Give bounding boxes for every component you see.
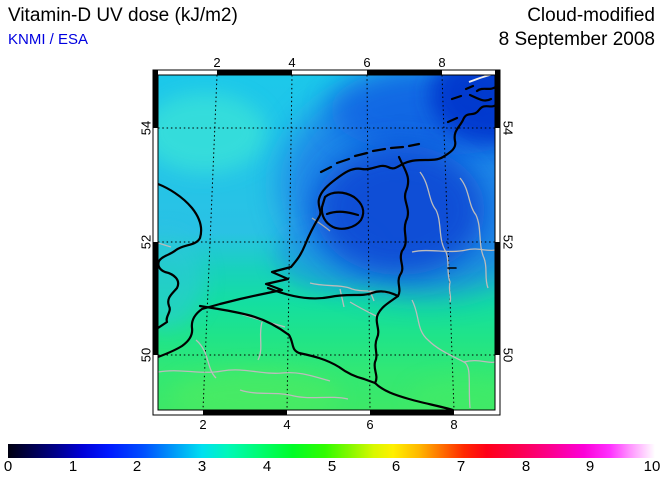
colorbar-label-7: 7 — [456, 458, 466, 475]
lat-label-left-50: 50 — [138, 347, 154, 363]
colorbar-label-10: 10 — [643, 458, 661, 475]
colorbar-label-3: 3 — [197, 458, 207, 475]
colorbar-label-2: 2 — [132, 458, 142, 475]
page-title: Vitamin-D UV dose (kJ/m2) — [8, 5, 238, 26]
lon-label-top-8: 8 — [438, 55, 446, 70]
header-right: Cloud-modified 8 September 2008 — [499, 4, 655, 52]
lat-label-left-52: 52 — [138, 234, 154, 250]
lon-label-bottom-6: 6 — [366, 417, 374, 432]
colorbar-label-1: 1 — [68, 458, 78, 475]
german-bight-coast — [468, 86, 495, 102]
lon-label-bottom-4: 4 — [283, 417, 291, 432]
coastlines — [158, 84, 495, 410]
country-borders-gray — [158, 171, 495, 409]
lon-label-top-4: 4 — [288, 55, 296, 70]
lon-label-bottom-8: 8 — [450, 417, 458, 432]
colorbar-gradient — [8, 444, 655, 458]
lat-label-right-50: 50 — [500, 347, 516, 363]
colorbar-label-6: 6 — [391, 458, 401, 475]
colorbar-label-0: 0 — [3, 458, 13, 475]
lon-label-top-6: 6 — [363, 55, 371, 70]
colorbar-label-9: 9 — [585, 458, 595, 475]
border-nl-de — [373, 155, 455, 410]
wadden-islands — [319, 84, 475, 174]
lon-label-top-2: 2 — [213, 55, 221, 70]
graticule — [158, 75, 495, 410]
border-nl-be — [266, 286, 400, 300]
white-coast-fragment — [468, 75, 493, 83]
lat-label-left-54: 54 — [138, 120, 154, 136]
colorbar-label-5: 5 — [327, 458, 337, 475]
date-label: 8 September 2008 — [498, 29, 655, 50]
colorbar-label-8: 8 — [521, 458, 531, 475]
colorbar-label-4: 4 — [262, 458, 272, 475]
map-frame — [152, 69, 501, 416]
continental-coastline — [158, 104, 495, 359]
border-fr-be — [198, 304, 377, 385]
lat-label-right-54: 54 — [500, 120, 516, 136]
england-coastline — [158, 182, 203, 330]
lat-label-right-52: 52 — [500, 234, 516, 250]
source-credit: KNMI / ESA — [8, 31, 89, 48]
mode-label: Cloud-modified — [527, 5, 655, 26]
ijsselmeer-outline — [320, 191, 365, 230]
lon-label-bottom-2: 2 — [199, 417, 207, 432]
